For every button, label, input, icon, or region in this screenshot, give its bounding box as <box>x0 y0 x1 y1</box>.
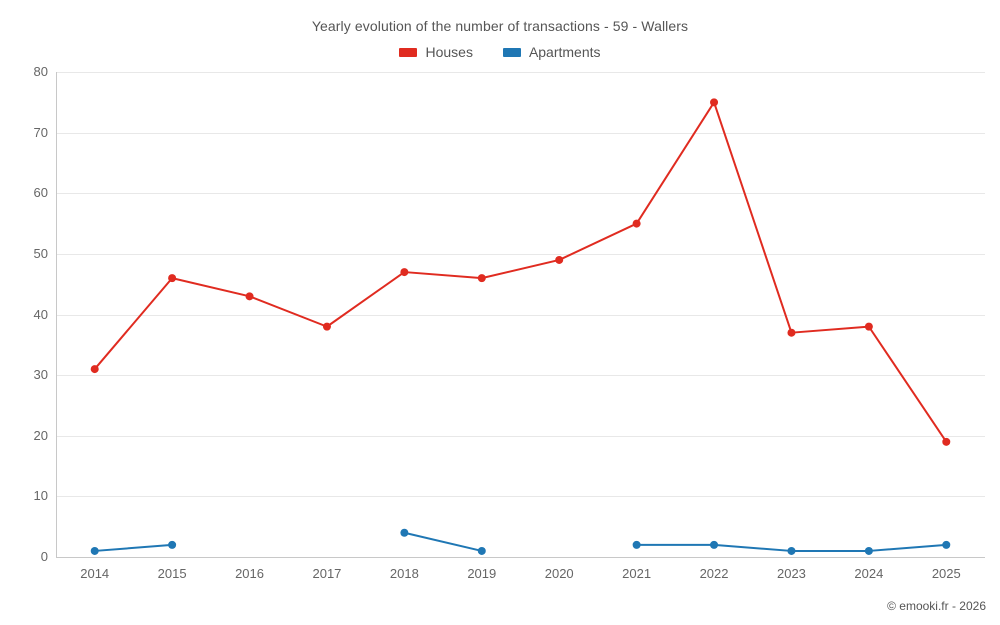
gridline <box>56 314 985 316</box>
x-axis-tick-label: 2015 <box>157 566 187 581</box>
x-axis-tick-label: 2020 <box>544 566 574 581</box>
data-point[interactable] <box>168 274 177 283</box>
y-axis-tick-label: 50 <box>33 245 48 261</box>
x-axis-tick-label: 2016 <box>235 566 264 581</box>
series-line-apartments <box>93 543 174 552</box>
gridline <box>56 132 985 134</box>
data-point[interactable] <box>90 546 99 555</box>
x-axis-tick-label: 2017 <box>312 566 342 581</box>
data-point[interactable] <box>942 437 951 446</box>
x-axis-tick-label: 2025 <box>931 566 961 581</box>
legend-label-apartments: Apartments <box>528 44 601 60</box>
data-point[interactable] <box>400 268 409 277</box>
y-axis-tick-label: 40 <box>33 306 48 322</box>
y-axis-tick-label: 20 <box>33 427 48 443</box>
data-point[interactable] <box>477 274 486 283</box>
plot-area <box>56 72 985 558</box>
credit-text: © emooki.fr - 2026 <box>887 599 986 613</box>
data-point[interactable] <box>787 328 796 337</box>
data-point[interactable] <box>632 540 641 549</box>
series-line-apartments <box>403 531 483 552</box>
gridline <box>56 435 985 437</box>
data-point[interactable] <box>632 219 641 228</box>
data-point[interactable] <box>245 292 254 301</box>
gridline <box>56 193 985 195</box>
series-layer <box>90 98 951 555</box>
data-point[interactable] <box>322 322 331 331</box>
series-line-houses <box>93 101 948 443</box>
gridline <box>56 496 985 498</box>
data-point[interactable] <box>400 528 409 537</box>
legend-item-apartments[interactable]: Apartments <box>502 44 601 60</box>
data-point[interactable] <box>864 322 873 331</box>
legend-label-houses: Houses <box>425 44 473 60</box>
y-axis-line <box>56 72 57 557</box>
data-point[interactable] <box>787 546 796 555</box>
data-point[interactable] <box>942 540 951 549</box>
data-point[interactable] <box>555 255 564 264</box>
data-point[interactable] <box>710 98 719 107</box>
data-point[interactable] <box>864 546 873 555</box>
y-axis-tick-label: 70 <box>33 124 48 140</box>
x-axis-tick-label: 2022 <box>699 566 729 581</box>
data-point[interactable] <box>90 365 99 374</box>
legend-item-houses[interactable]: Houses <box>399 44 473 60</box>
y-axis-tick-label: 60 <box>33 185 48 201</box>
legend-swatch-apartments <box>502 47 521 57</box>
gridline <box>56 253 985 255</box>
x-axis-tick-label: 2021 <box>622 566 652 581</box>
x-axis-tick-label: 2023 <box>776 566 806 581</box>
x-axis-tick-label: 2024 <box>854 566 884 581</box>
y-axis-tick-label: 10 <box>33 488 48 504</box>
chart-legend: Houses Apartments <box>0 44 1000 60</box>
legend-swatch-houses <box>399 47 418 57</box>
y-axis-tick-label: 0 <box>40 549 48 564</box>
y-axis-tick-label: 80 <box>33 64 48 79</box>
gridline <box>56 72 985 73</box>
y-axis-tick-label: 30 <box>33 367 48 383</box>
data-point[interactable] <box>477 546 486 555</box>
gridline <box>56 375 985 377</box>
x-axis-tick-label: 2019 <box>467 566 497 581</box>
data-point[interactable] <box>168 540 177 549</box>
x-axis-line <box>56 557 985 558</box>
x-axis-tick-label: 2014 <box>80 566 110 581</box>
data-point[interactable] <box>710 540 719 549</box>
chart-title: Yearly evolution of the number of transa… <box>311 18 689 34</box>
x-axis-tick-label: 2018 <box>389 566 419 581</box>
